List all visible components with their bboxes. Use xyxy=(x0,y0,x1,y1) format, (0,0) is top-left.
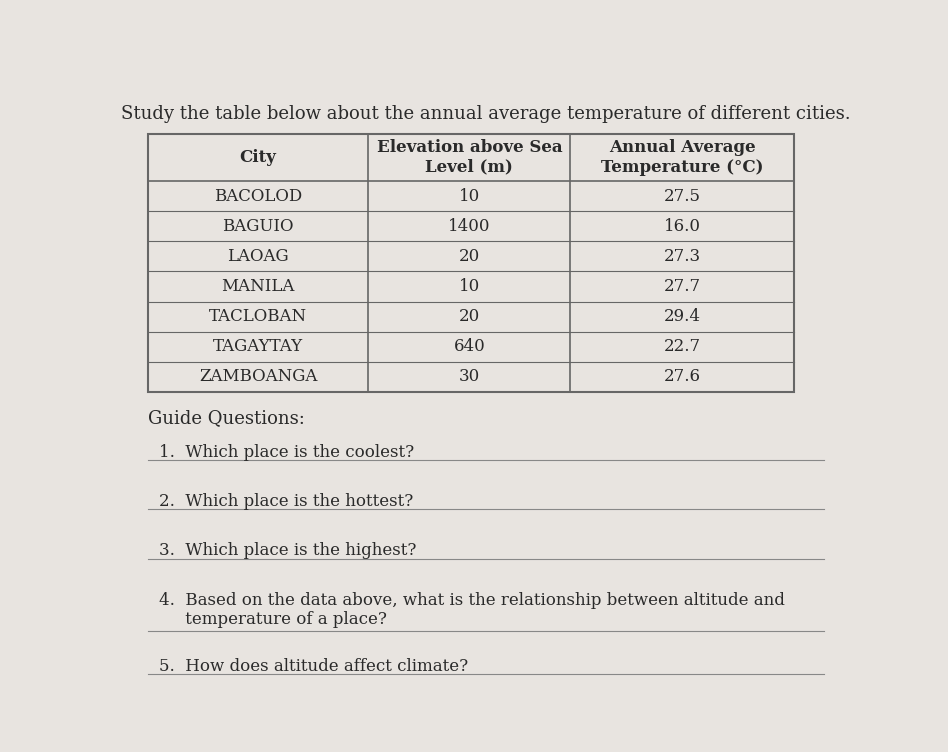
Text: Elevation above Sea
Level (m): Elevation above Sea Level (m) xyxy=(376,139,562,176)
Text: 20: 20 xyxy=(459,248,480,265)
Text: 1.  Which place is the coolest?: 1. Which place is the coolest? xyxy=(159,444,414,461)
Text: 1400: 1400 xyxy=(448,218,490,235)
Text: LAOAG: LAOAG xyxy=(228,248,289,265)
Text: 30: 30 xyxy=(459,368,480,385)
Bar xyxy=(148,134,794,392)
Text: BAGUIO: BAGUIO xyxy=(223,218,294,235)
Text: 4.  Based on the data above, what is the relationship between altitude and
     : 4. Based on the data above, what is the … xyxy=(159,592,785,628)
Text: MANILA: MANILA xyxy=(222,278,295,295)
Text: Annual Average
Temperature (°C): Annual Average Temperature (°C) xyxy=(601,139,764,176)
Text: 16.0: 16.0 xyxy=(664,218,701,235)
Text: City: City xyxy=(240,149,277,166)
Text: 10: 10 xyxy=(459,278,480,295)
Text: 22.7: 22.7 xyxy=(664,338,701,355)
Text: Guide Questions:: Guide Questions: xyxy=(148,409,304,427)
Text: 27.3: 27.3 xyxy=(664,248,701,265)
Text: 640: 640 xyxy=(453,338,485,355)
Text: 27.5: 27.5 xyxy=(664,188,701,205)
Text: 10: 10 xyxy=(459,188,480,205)
Text: 27.7: 27.7 xyxy=(664,278,701,295)
Text: 29.4: 29.4 xyxy=(664,308,701,325)
Text: BACOLOD: BACOLOD xyxy=(214,188,302,205)
Text: TAGAYTAY: TAGAYTAY xyxy=(213,338,303,355)
Text: TACLOBAN: TACLOBAN xyxy=(209,308,307,325)
Text: Study the table below about the annual average temperature of different cities.: Study the table below about the annual a… xyxy=(121,105,850,123)
Text: 20: 20 xyxy=(459,308,480,325)
Text: 5.  How does altitude affect climate?: 5. How does altitude affect climate? xyxy=(159,658,468,675)
Text: 2.  Which place is the hottest?: 2. Which place is the hottest? xyxy=(159,493,413,511)
Text: 3.  Which place is the highest?: 3. Which place is the highest? xyxy=(159,542,416,559)
Text: ZAMBOANGA: ZAMBOANGA xyxy=(199,368,318,385)
Text: 27.6: 27.6 xyxy=(664,368,701,385)
